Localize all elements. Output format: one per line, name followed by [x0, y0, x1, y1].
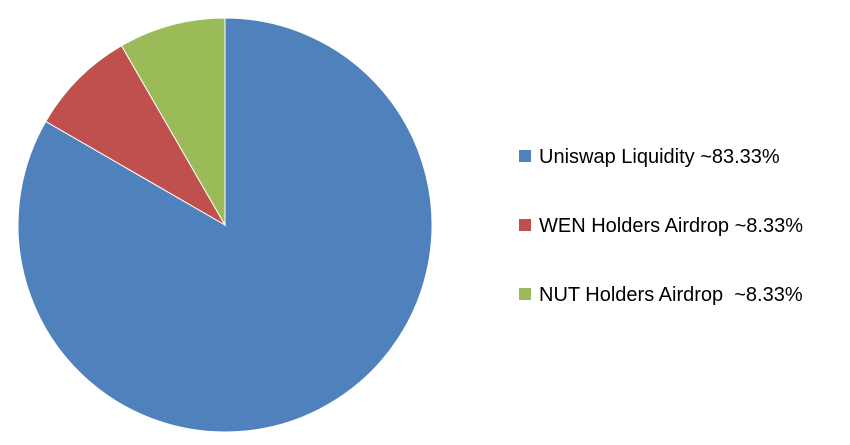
pie-slice-0 — [17, 17, 433, 433]
pie-slice-1 — [45, 45, 227, 227]
legend: Uniswap Liquidity ~83.33% WEN Holders Air… — [519, 146, 803, 306]
pie-slice-2 — [120, 17, 226, 227]
legend-item-2: NUT Holders Airdrop ~8.33% — [519, 284, 803, 306]
legend-swatch-0 — [519, 150, 531, 162]
legend-label-0: Uniswap Liquidity ~83.33% — [539, 146, 780, 168]
legend-swatch-2 — [519, 288, 531, 300]
pie-slices — [17, 17, 433, 433]
legend-item-1: WEN Holders Airdrop ~8.33% — [519, 215, 803, 237]
legend-label-1: WEN Holders Airdrop ~8.33% — [539, 215, 803, 237]
legend-item-0: Uniswap Liquidity ~83.33% — [519, 146, 780, 168]
legend-label-2: NUT Holders Airdrop ~8.33% — [539, 284, 803, 306]
legend-swatch-1 — [519, 219, 531, 231]
